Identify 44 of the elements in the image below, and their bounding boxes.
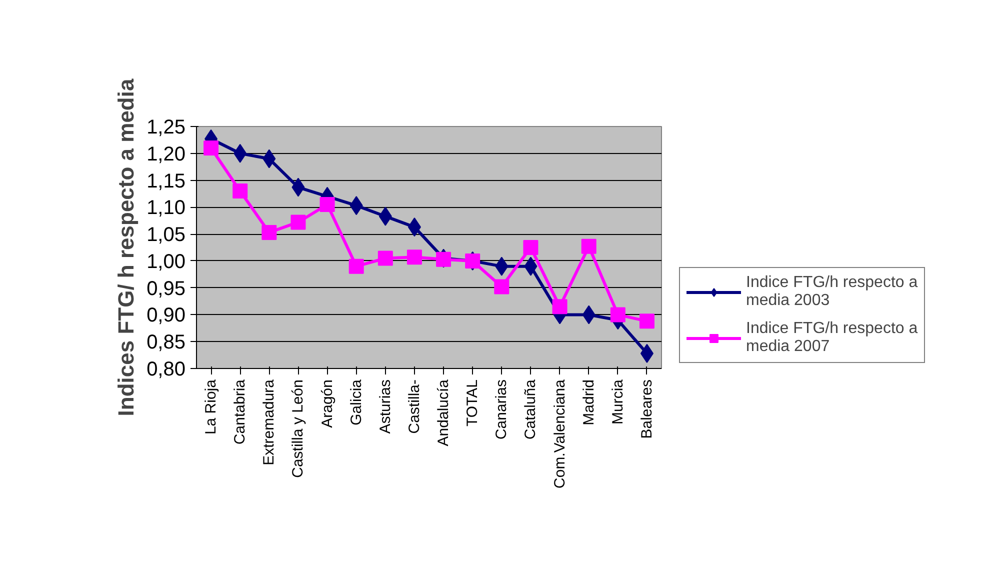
point [204,140,219,156]
point [436,252,452,267]
point [523,240,538,255]
point [262,224,277,240]
x-tick-label: Baleares [638,380,656,439]
legend-label: Indice FTG/h respecto a media 2003 [746,274,918,310]
point [320,196,335,212]
y-axis-title: Indices FTG/ h respecto a media [114,78,139,416]
x-tick-label: Andalucía [435,378,452,446]
x-tick-label: Canarias [493,380,510,440]
y-tick-label: 0,85 [146,332,186,354]
point [494,279,510,294]
x-tick-label: Cataluña [522,378,540,440]
point [348,258,364,274]
y-tick-label: 0,90 [146,304,186,327]
point [581,238,596,254]
x-tick-label: La Rioja [202,378,220,435]
x-tick-label: Extremadura [260,378,278,466]
y-tick-label: 1,15 [146,170,186,192]
x-tick-label: Com.Valenciana [551,378,568,488]
y-tick-label: 1,00 [146,250,186,273]
y-tick-label: 1,05 [146,224,186,246]
x-tick-label: TOTAL [464,379,482,426]
x-tick-label: Galicia [348,378,365,426]
y-tick-label: 0,95 [146,278,186,300]
point [290,214,306,230]
x-tick-label: Murcia [609,378,626,425]
x-tick-label: Aragón [318,379,336,428]
x-tick-label: Castilla- [406,379,423,434]
point [232,184,248,199]
x-tick-label: Cantabria [232,378,249,445]
point [639,314,654,329]
point [610,307,626,322]
x-tick-label: Asturias [376,379,394,434]
x-tick-label: Madrid [580,379,598,426]
y-tick-label: 1,20 [146,143,186,166]
y-tick-label: 1,10 [146,197,186,220]
x-tick-label: Castilla y León [290,379,307,478]
legend-label: Indice FTG/h respecto a media 2007 [746,320,918,356]
y-tick-label: 0,80 [146,358,186,380]
point [378,250,393,266]
point [552,299,568,314]
y-tick-label: 1,25 [146,116,186,138]
point [406,250,422,265]
